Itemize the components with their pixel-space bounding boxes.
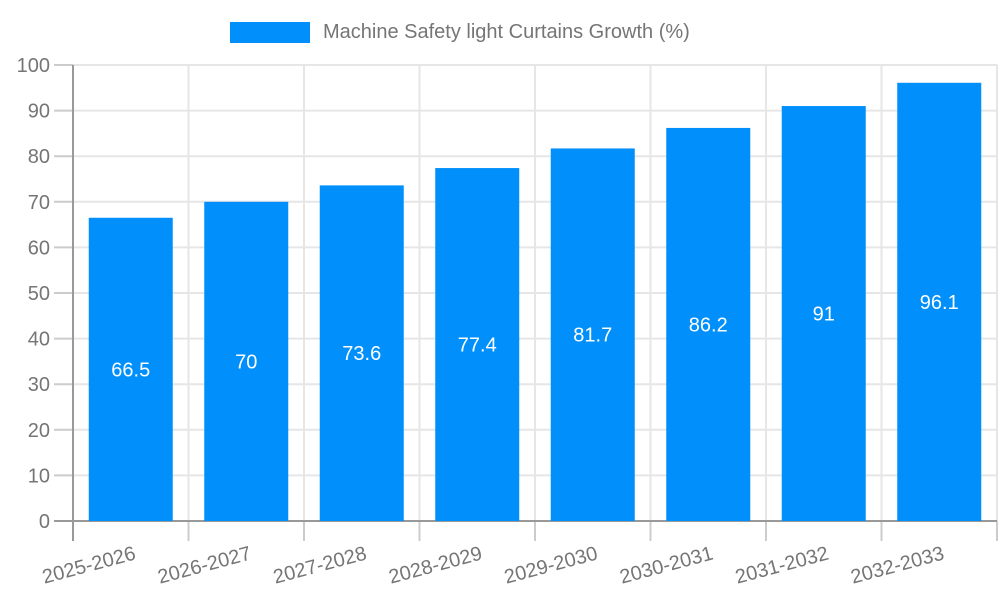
y-axis-label: 70 bbox=[28, 192, 50, 214]
y-axis-label: 50 bbox=[28, 283, 50, 305]
bar-value-label: 73.6 bbox=[342, 343, 381, 365]
x-axis-label: 2026-2027 bbox=[155, 543, 253, 589]
bar-value-label: 96.1 bbox=[920, 292, 959, 314]
y-axis-label: 10 bbox=[28, 465, 50, 487]
y-axis-label: 20 bbox=[28, 420, 50, 442]
bar-value-label: 66.5 bbox=[111, 359, 150, 381]
x-axis-label: 2027-2028 bbox=[271, 543, 369, 589]
bar[interactable] bbox=[204, 201, 289, 522]
bar-value-label: 86.2 bbox=[689, 314, 728, 336]
y-axis-label: 90 bbox=[28, 101, 50, 123]
y-axis-label: 0 bbox=[39, 511, 50, 533]
bar-value-label: 70 bbox=[235, 351, 257, 373]
legend[interactable]: Machine Safety light Curtains Growth (%) bbox=[230, 22, 690, 43]
y-axis-label: 40 bbox=[28, 329, 50, 351]
x-axis-label: 2032-2033 bbox=[848, 543, 946, 589]
bar[interactable] bbox=[319, 185, 404, 521]
y-axis-label: 30 bbox=[28, 374, 50, 396]
y-axis-label: 100 bbox=[17, 55, 50, 77]
y-axis-label: 60 bbox=[28, 237, 50, 259]
bar-value-label: 77.4 bbox=[458, 335, 497, 357]
bar[interactable] bbox=[88, 217, 173, 521]
bar[interactable] bbox=[435, 168, 520, 521]
bar[interactable] bbox=[666, 127, 751, 521]
x-axis-label: 2031-2032 bbox=[733, 543, 831, 589]
bar-value-label: 81.7 bbox=[573, 325, 612, 347]
x-axis-label: 2029-2030 bbox=[502, 543, 600, 589]
bar[interactable] bbox=[550, 148, 635, 521]
y-axis-label: 80 bbox=[28, 146, 50, 168]
legend-swatch[interactable] bbox=[230, 22, 310, 43]
bar[interactable] bbox=[897, 82, 982, 521]
x-axis-label: 2028-2029 bbox=[386, 543, 484, 589]
x-axis-label: 2030-2031 bbox=[617, 543, 715, 589]
bar[interactable] bbox=[781, 106, 866, 521]
legend-label: Machine Safety light Curtains Growth (%) bbox=[323, 21, 690, 43]
x-axis-label: 2025-2026 bbox=[40, 543, 138, 589]
bar-value-label: 91 bbox=[813, 304, 835, 326]
